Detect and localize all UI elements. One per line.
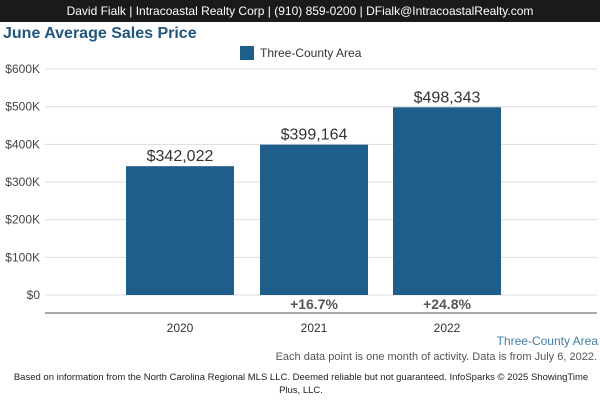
legend-label: Three-County Area (260, 46, 362, 60)
change-label: +16.7% (290, 296, 338, 312)
x-tick-label: 2021 (301, 321, 328, 335)
y-tick-label: $400K (5, 137, 40, 151)
y-tick-label: $100K (5, 250, 40, 264)
y-tick-label: $200K (5, 213, 40, 227)
x-tick-label: 2020 (167, 321, 194, 335)
data-label: $399,164 (281, 127, 348, 144)
chart-title: June Average Sales Price (3, 25, 197, 42)
bar (393, 107, 501, 295)
y-tick-label: $500K (5, 100, 40, 114)
y-tick-label: $300K (5, 175, 40, 189)
series-label: Three-County Area (496, 334, 598, 348)
chart-legend: Three-County Area (240, 45, 361, 61)
x-tick-label: 2022 (434, 321, 461, 335)
data-note: Each data point is one month of activity… (275, 351, 597, 363)
y-tick-label: $0 (27, 288, 41, 302)
legend-swatch (240, 46, 254, 60)
bar (260, 144, 368, 295)
footer-disclaimer: Based on information from the North Caro… (13, 372, 589, 396)
y-tick-label: $600K (5, 62, 40, 76)
bar (126, 166, 234, 295)
data-label: $498,343 (414, 89, 481, 106)
agent-contact-bar: David Fialk | Intracoastal Realty Corp |… (0, 0, 600, 22)
change-label: +24.8% (423, 296, 471, 312)
data-label: $342,022 (147, 148, 214, 165)
